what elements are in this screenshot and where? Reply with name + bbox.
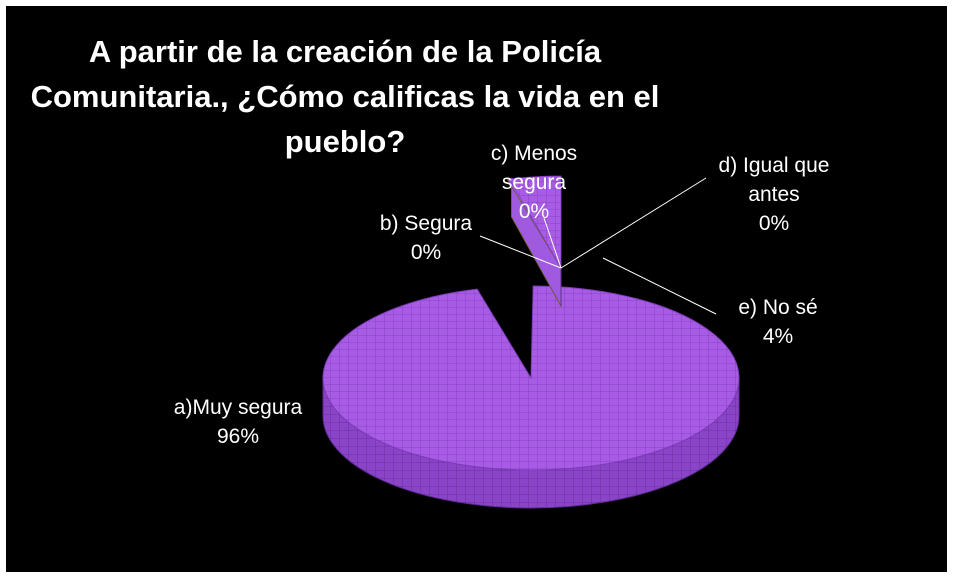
data-label-b: b) Segura 0%	[380, 212, 473, 264]
data-label-c: c) Menos segura 0%	[491, 142, 577, 223]
data-label-c-line-3: 0%	[519, 200, 549, 223]
leader-line-c	[543, 217, 562, 269]
data-label-c-line-2: segura	[502, 171, 567, 194]
chart-title: A partir de la creación de la Policía Co…	[31, 34, 660, 159]
title-line-2: Comunitaria., ¿Cómo calificas la vida en…	[31, 79, 660, 114]
leader-line-b	[479, 235, 562, 269]
data-label-a: a)Muy segura 96%	[174, 396, 303, 448]
data-label-b-line-2: 0%	[411, 241, 441, 264]
pie-group	[322, 175, 740, 509]
data-label-d-line-3: 0%	[759, 212, 789, 235]
data-label-a-line-1: a)Muy segura	[174, 396, 303, 419]
data-label-d-line-2: antes	[748, 183, 799, 206]
data-label-d: d) Igual que antes 0%	[719, 154, 830, 235]
data-label-e-line-2: 4%	[763, 325, 793, 348]
data-labels: a)Muy segura 96% b) Segura 0% c) Menos segura…	[174, 142, 830, 448]
title-line-3: pueblo?	[285, 124, 406, 159]
title-line-1: A partir de la creación de la Policía	[89, 34, 602, 69]
leader-lines	[479, 177, 717, 315]
leader-line-e	[602, 257, 717, 315]
data-label-a-line-2: 96%	[217, 425, 259, 448]
leader-line-d	[560, 177, 707, 269]
data-label-d-line-1: d) Igual que	[719, 154, 830, 177]
data-label-e-line-1: e) No sé	[738, 296, 817, 319]
data-label-b-line-1: b) Segura	[380, 212, 473, 235]
chart-frame: A partir de la creación de la Policía Co…	[6, 6, 947, 572]
data-label-e: e) No sé 4%	[738, 296, 817, 348]
data-label-c-line-1: c) Menos	[491, 142, 577, 165]
slice-a-muy-segura	[322, 285, 740, 471]
pie-chart: A partir de la creación de la Policía Co…	[31, 34, 830, 509]
slice-e	[508, 175, 562, 270]
